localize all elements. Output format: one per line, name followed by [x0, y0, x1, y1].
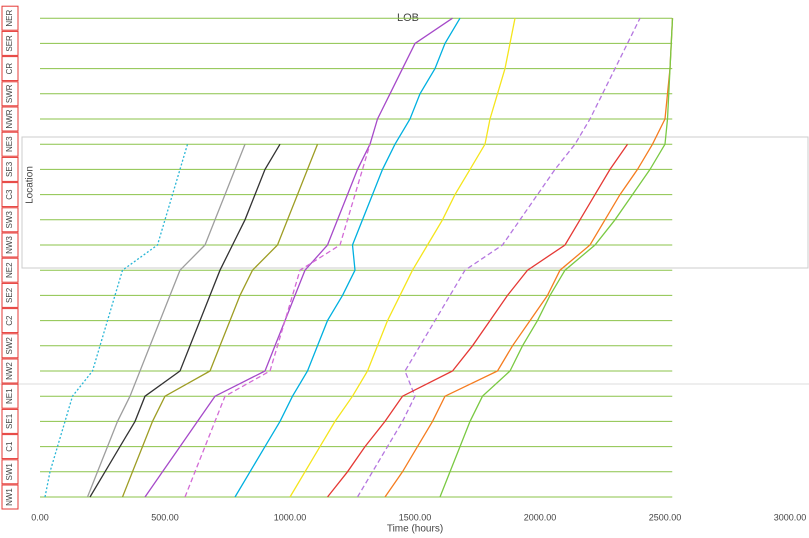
y-tick-label: NER: [5, 10, 14, 27]
y-tick-label: NWR: [5, 109, 14, 128]
y-tick-label: SW2: [5, 337, 14, 355]
location-box: [1, 207, 19, 233]
y-tick-label: NE2: [5, 262, 14, 278]
y-tick-label: SE1: [5, 413, 14, 429]
location-box: [1, 459, 19, 485]
x-tick-label: 2000.00: [524, 512, 557, 522]
y-tick-label: C2: [5, 315, 14, 326]
y-tick-label: SW3: [5, 211, 14, 229]
location-box: [1, 383, 19, 409]
x-axis-title: Time (hours): [387, 524, 443, 535]
location-box: [1, 257, 19, 283]
y-tick-label: C1: [5, 441, 14, 452]
location-box: [1, 333, 19, 359]
location-box: [1, 81, 19, 107]
y-tick-label: NW2: [5, 362, 14, 380]
y-tick-label: SE3: [5, 161, 14, 177]
series-line: [121, 143, 319, 498]
x-tick-label: 0.00: [31, 512, 49, 522]
series-line: [326, 143, 629, 498]
series-line: [44, 144, 189, 498]
location-box: [1, 408, 19, 434]
location-box: [1, 308, 19, 334]
location-box: [1, 106, 19, 132]
x-tick-label: 500.00: [151, 512, 179, 522]
y-tick-label: C3: [5, 189, 14, 200]
location-box: [1, 232, 19, 258]
series-line: [439, 18, 674, 498]
series-line: [234, 17, 461, 498]
series-line: [289, 18, 516, 498]
y-tick-label: CR: [5, 63, 14, 75]
location-box: [1, 131, 19, 157]
y-tick-label: NE1: [5, 388, 14, 404]
location-box: [1, 484, 19, 510]
x-tick-label: 1000.00: [274, 512, 307, 522]
series-line: [86, 143, 246, 498]
y-tick-label: SER: [5, 35, 14, 52]
series-line: [144, 17, 453, 498]
overlay-box: [21, 136, 809, 269]
location-box: [1, 56, 19, 82]
y-tick-label: NE3: [5, 136, 14, 152]
location-box: [1, 156, 19, 182]
location-box: [1, 5, 19, 31]
y-tick-label: SWR: [5, 84, 14, 103]
series-line: [184, 144, 371, 498]
x-tick-label: 2500.00: [649, 512, 682, 522]
x-tick-label: 3000.00: [774, 512, 807, 522]
location-box: [1, 358, 19, 384]
y-tick-label: SW1: [5, 463, 14, 481]
y-tick-label: NW3: [5, 236, 14, 254]
x-tick-label: 1500.00: [399, 512, 432, 522]
location-box: [1, 182, 19, 208]
y-tick-label: NW1: [5, 488, 14, 506]
y-tick-label: SE2: [5, 287, 14, 303]
series-line: [356, 17, 641, 498]
location-box: [1, 282, 19, 308]
y-axis-title: Location: [25, 166, 36, 204]
location-box: [1, 434, 19, 460]
series-line: [89, 143, 281, 498]
location-box: [1, 30, 19, 56]
series-line: [384, 18, 674, 498]
